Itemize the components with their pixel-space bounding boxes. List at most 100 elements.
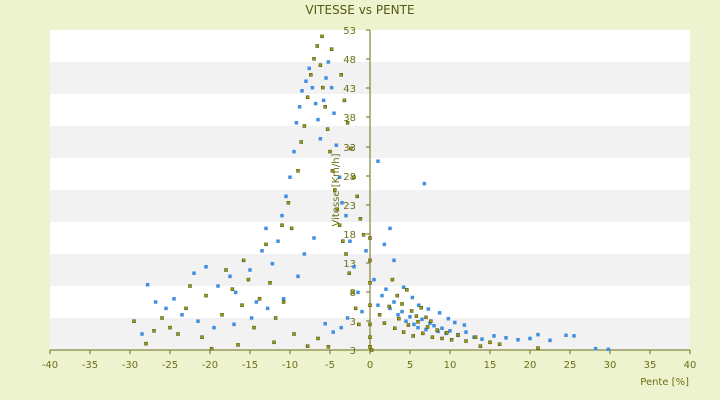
scatter-point [307,66,311,71]
scatter-point [445,330,449,335]
scatter-point [333,188,337,192]
scatter-point [312,57,316,61]
scatter-point [249,316,254,320]
scatter-point [312,236,316,240]
x-tick-label: 40 [684,360,697,371]
y-tick-label: 28 [343,172,356,183]
scatter-point [358,217,363,221]
scatter-point [200,335,204,339]
scatter-point [180,313,184,317]
scatter-point [376,159,380,163]
data-points [132,34,611,352]
scatter-point [536,346,540,350]
scatter-point [388,226,392,231]
scatter-point [369,348,374,352]
scatter-point [387,304,391,309]
scatter-point [296,169,300,173]
scatter-point [411,334,415,338]
scatter-point [132,319,136,323]
scatter-point [528,336,532,341]
scatter-point [230,287,235,291]
scatter-point [315,44,319,48]
scatter-point [297,105,302,109]
scatter-point [382,242,387,247]
scatter-point [395,293,399,298]
scatter-point [488,340,492,345]
scatter-point [361,233,366,237]
scatter-point [424,315,428,320]
scatter-point [304,79,308,83]
scatter-point [368,322,372,327]
y-tick-label: 23 [343,201,356,212]
scatter-point [323,105,327,109]
scatter-point [272,340,276,345]
scatter-point [339,73,343,77]
x-tick-label: -10 [282,360,298,371]
scatter-point [328,149,332,154]
scatter-point [437,311,442,315]
scatter-point [397,316,401,321]
scatter-point [456,333,460,338]
scatter-point [360,309,364,314]
scatter-point [289,226,294,231]
scatter-point [305,344,310,348]
scatter-point [316,336,320,341]
scatter-point [392,258,396,263]
scatter-point [440,336,444,341]
scatter-point [345,316,350,320]
scatter-point [345,121,350,125]
scatter-point [296,274,300,279]
scatter-point [302,124,307,128]
scatter-point [313,101,318,106]
scatter-point [144,341,148,346]
scatter-point [326,60,331,64]
scatter-point [216,284,220,288]
scatter-point [420,317,424,322]
scatter-point [329,85,334,90]
scatter-point [368,281,372,285]
scatter-point [416,320,420,324]
scatter-point [164,306,168,311]
scatter-point [425,325,430,329]
scatter-point [321,98,326,103]
scatter-point [335,207,339,211]
scatter-point [233,290,238,295]
scatter-point [280,223,284,227]
scatter-point [380,293,384,298]
y-axis-title: Vitesse [Km/h] [331,153,342,226]
scatter-point [432,323,436,328]
scatter-point [232,322,236,327]
scatter-point [349,146,353,151]
scatter-point [337,175,342,179]
x-tick-label: 30 [604,360,617,371]
scatter-point [368,258,372,263]
scatter-point [236,343,240,347]
scatter-point [160,316,164,320]
scatter-point [241,258,246,263]
scatter-point [572,334,576,338]
scatter-point [408,314,412,319]
scatter-point [270,261,275,266]
x-tick-label: -40 [42,360,58,371]
scatter-point [264,242,268,247]
scatter-point [422,181,427,186]
scatter-point [464,339,468,343]
scatter-point [318,63,323,67]
scatter-point [449,338,454,342]
scatter-point [334,143,339,147]
scatter-point [320,34,324,39]
scatter-point [390,277,395,282]
scatter-point [446,316,451,321]
scatter-point [332,111,336,115]
scatter-point [548,338,552,343]
scatter-point [145,282,150,287]
scatter-point [209,346,214,351]
scatter-point [448,329,452,333]
scatter-point [377,313,382,317]
scatter-point [344,252,348,256]
scatter-point [310,85,315,90]
scatter-point [204,265,208,269]
scatter-point [339,325,343,330]
